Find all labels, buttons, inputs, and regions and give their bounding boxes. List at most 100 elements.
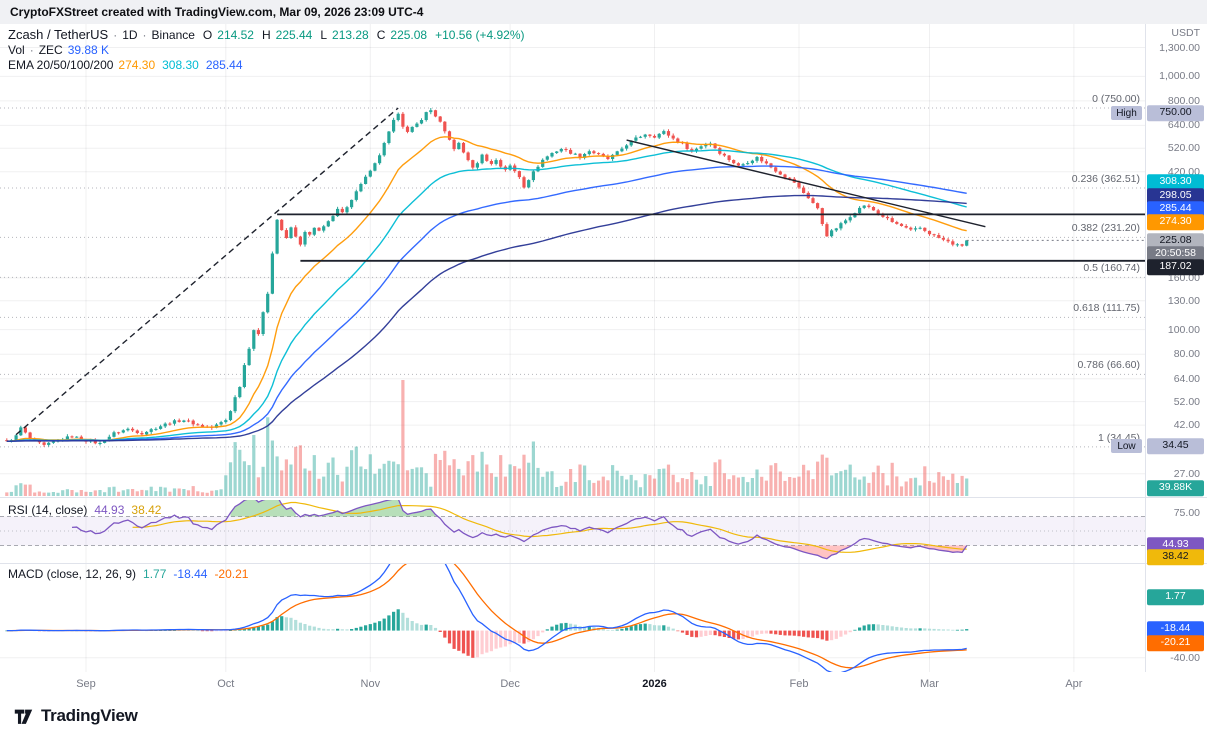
- symbol-row[interactable]: Zcash / TetherUS · 1D · Binance O 214.52 …: [8, 27, 525, 42]
- time-axis-label: Apr: [1065, 678, 1083, 690]
- price-tick: 1,300.00: [1159, 41, 1200, 54]
- pane-divider[interactable]: [0, 563, 1207, 564]
- fib-level-label[interactable]: 0.382 (231.20): [1071, 222, 1140, 235]
- level-187-badge: 187.02: [1147, 259, 1204, 275]
- ema-row[interactable]: EMA 20/50/100/200 274.30 308.30 285.44: [8, 58, 525, 72]
- time-axis-label: 2026: [642, 678, 667, 690]
- price-tick: 800.00: [1167, 94, 1200, 107]
- interval-label[interactable]: 1D: [122, 28, 138, 42]
- macd-title: MACD (close, 12, 26, 9): [8, 567, 137, 581]
- fib-level-label[interactable]: 0 (750.00): [1092, 93, 1140, 105]
- price-tick: 520.00: [1167, 142, 1200, 155]
- attribution-text: CryptoFXStreet created with TradingView.…: [10, 5, 424, 19]
- indicator-value: 285.44: [205, 58, 243, 72]
- attribution-bar: CryptoFXStreet created with TradingView.…: [0, 0, 1207, 24]
- time-axis-label: Sep: [76, 678, 96, 690]
- fib-level-label[interactable]: 0.786 (66.60): [1077, 359, 1140, 372]
- macd-pane: [0, 564, 1145, 672]
- macd-legend[interactable]: MACD (close, 12, 26, 9) 1.77 -18.44 -20.21: [8, 567, 248, 581]
- tradingview-logo[interactable]: TradingView: [14, 706, 138, 726]
- time-axis-label: Oct: [217, 678, 235, 690]
- macd-signal-badge: -20.21: [1147, 635, 1204, 651]
- price-tick: 64.00: [1173, 372, 1200, 385]
- chart-area[interactable]: USDT Zcash / TetherUS · 1D · Binance O 21…: [0, 0, 1207, 696]
- high-label: H: [261, 28, 271, 42]
- volume-label: Vol: [8, 43, 25, 57]
- low-price-badge: 34.45: [1147, 438, 1204, 454]
- symbol-title[interactable]: Zcash / TetherUS: [8, 27, 109, 42]
- price-tick: 160.00: [1167, 271, 1200, 284]
- fib-level-label[interactable]: 0.618 (111.75): [1073, 302, 1140, 315]
- rsi-ma-badge: 38.42: [1147, 549, 1204, 565]
- price-tick: 27.00: [1173, 467, 1200, 480]
- indicator-value: 1.77: [143, 567, 167, 581]
- indicator-value: 308.30: [162, 58, 199, 72]
- rsi-values: 44.93 38.42: [94, 503, 161, 517]
- grid-lines: [0, 24, 1145, 672]
- close-label: C: [376, 28, 386, 42]
- last-price-badge: 225.08: [1147, 233, 1204, 249]
- time-axis-label: Mar: [920, 678, 939, 690]
- footer: TradingView: [0, 695, 1207, 737]
- countdown-badge: 20:50:58: [1147, 246, 1204, 262]
- time-axis-strip[interactable]: [0, 672, 1207, 695]
- separator: ·: [142, 28, 147, 42]
- rsi-title: RSI (14, close): [8, 503, 88, 517]
- ema-label: EMA 20/50/100/200: [8, 58, 114, 72]
- macd-values: 1.77 -18.44 -20.21: [143, 567, 248, 581]
- tradingview-logo-text: TradingView: [41, 706, 138, 725]
- change-value: +10.56 (+4.92%): [435, 28, 525, 42]
- chart-canvas[interactable]: [0, 0, 1207, 695]
- exchange-label: Binance: [151, 28, 195, 42]
- indicator-value: -18.44: [173, 567, 208, 581]
- open-value: 214.52: [217, 28, 254, 42]
- ema50-badge: 308.30: [1147, 174, 1204, 190]
- separator: ·: [113, 28, 118, 42]
- ema-values: 274.30 308.30 285.44: [118, 58, 242, 72]
- ema-lines: [6, 136, 967, 442]
- price-axis-border: [1145, 24, 1146, 672]
- price-axis-currency: USDT: [1171, 27, 1200, 39]
- rsi-badge: 44.93: [1147, 537, 1204, 553]
- indicator-tick: 75.00: [1173, 507, 1200, 519]
- macd-line-badge: -18.44: [1147, 621, 1204, 637]
- volume-series: [5, 380, 969, 496]
- price-tick: 130.00: [1167, 294, 1200, 307]
- rsi-legend[interactable]: RSI (14, close) 44.93 38.42: [8, 503, 161, 517]
- low-value: 213.28: [332, 28, 369, 42]
- rsi-pane: [0, 500, 1145, 560]
- fib-level-label[interactable]: 0.5 (160.74): [1083, 262, 1140, 275]
- high-price-badge: 750.00: [1147, 105, 1204, 121]
- indicator-value: 44.93: [94, 503, 125, 517]
- ema100-badge: 285.44: [1147, 201, 1204, 217]
- open-label: O: [202, 28, 213, 42]
- indicator-value: 38.42: [131, 503, 162, 517]
- legend: Zcash / TetherUS · 1D · Binance O 214.52 …: [8, 27, 525, 73]
- volume-row[interactable]: Vol · ZEC 39.88 K: [8, 43, 525, 57]
- pane-divider[interactable]: [0, 497, 1207, 498]
- indicator-value: -20.21: [214, 567, 249, 581]
- volume-value: 39.88 K: [67, 43, 110, 57]
- tradingview-logo-icon: [14, 709, 33, 724]
- price-tick: 640.00: [1167, 119, 1200, 132]
- volume-badge: 39.88K: [1147, 480, 1204, 496]
- drawing-tools[interactable]: [15, 107, 1145, 436]
- ema20-badge: 274.30: [1147, 214, 1204, 230]
- fib-level-label[interactable]: 0.236 (362.51): [1071, 173, 1140, 185]
- ema200-badge: 298.05: [1147, 188, 1204, 204]
- close-value: 225.08: [390, 28, 428, 42]
- high-marker-chip: High: [1111, 106, 1142, 120]
- fib-retracement-lines[interactable]: [0, 107, 1145, 448]
- price-tick: 42.00: [1173, 419, 1200, 432]
- macd-hist-badge: 1.77: [1147, 589, 1204, 605]
- high-value: 225.44: [275, 28, 313, 42]
- time-axis-label: Feb: [789, 678, 809, 690]
- time-axis-label: Dec: [500, 678, 520, 690]
- low-label: L: [320, 28, 328, 42]
- price-tick: 80.00: [1173, 348, 1200, 361]
- volume-symbol: ZEC: [38, 43, 63, 57]
- price-tick: 100.00: [1167, 323, 1200, 336]
- indicator-value: 274.30: [118, 58, 156, 72]
- indicator-tick: -40.00: [1170, 652, 1200, 664]
